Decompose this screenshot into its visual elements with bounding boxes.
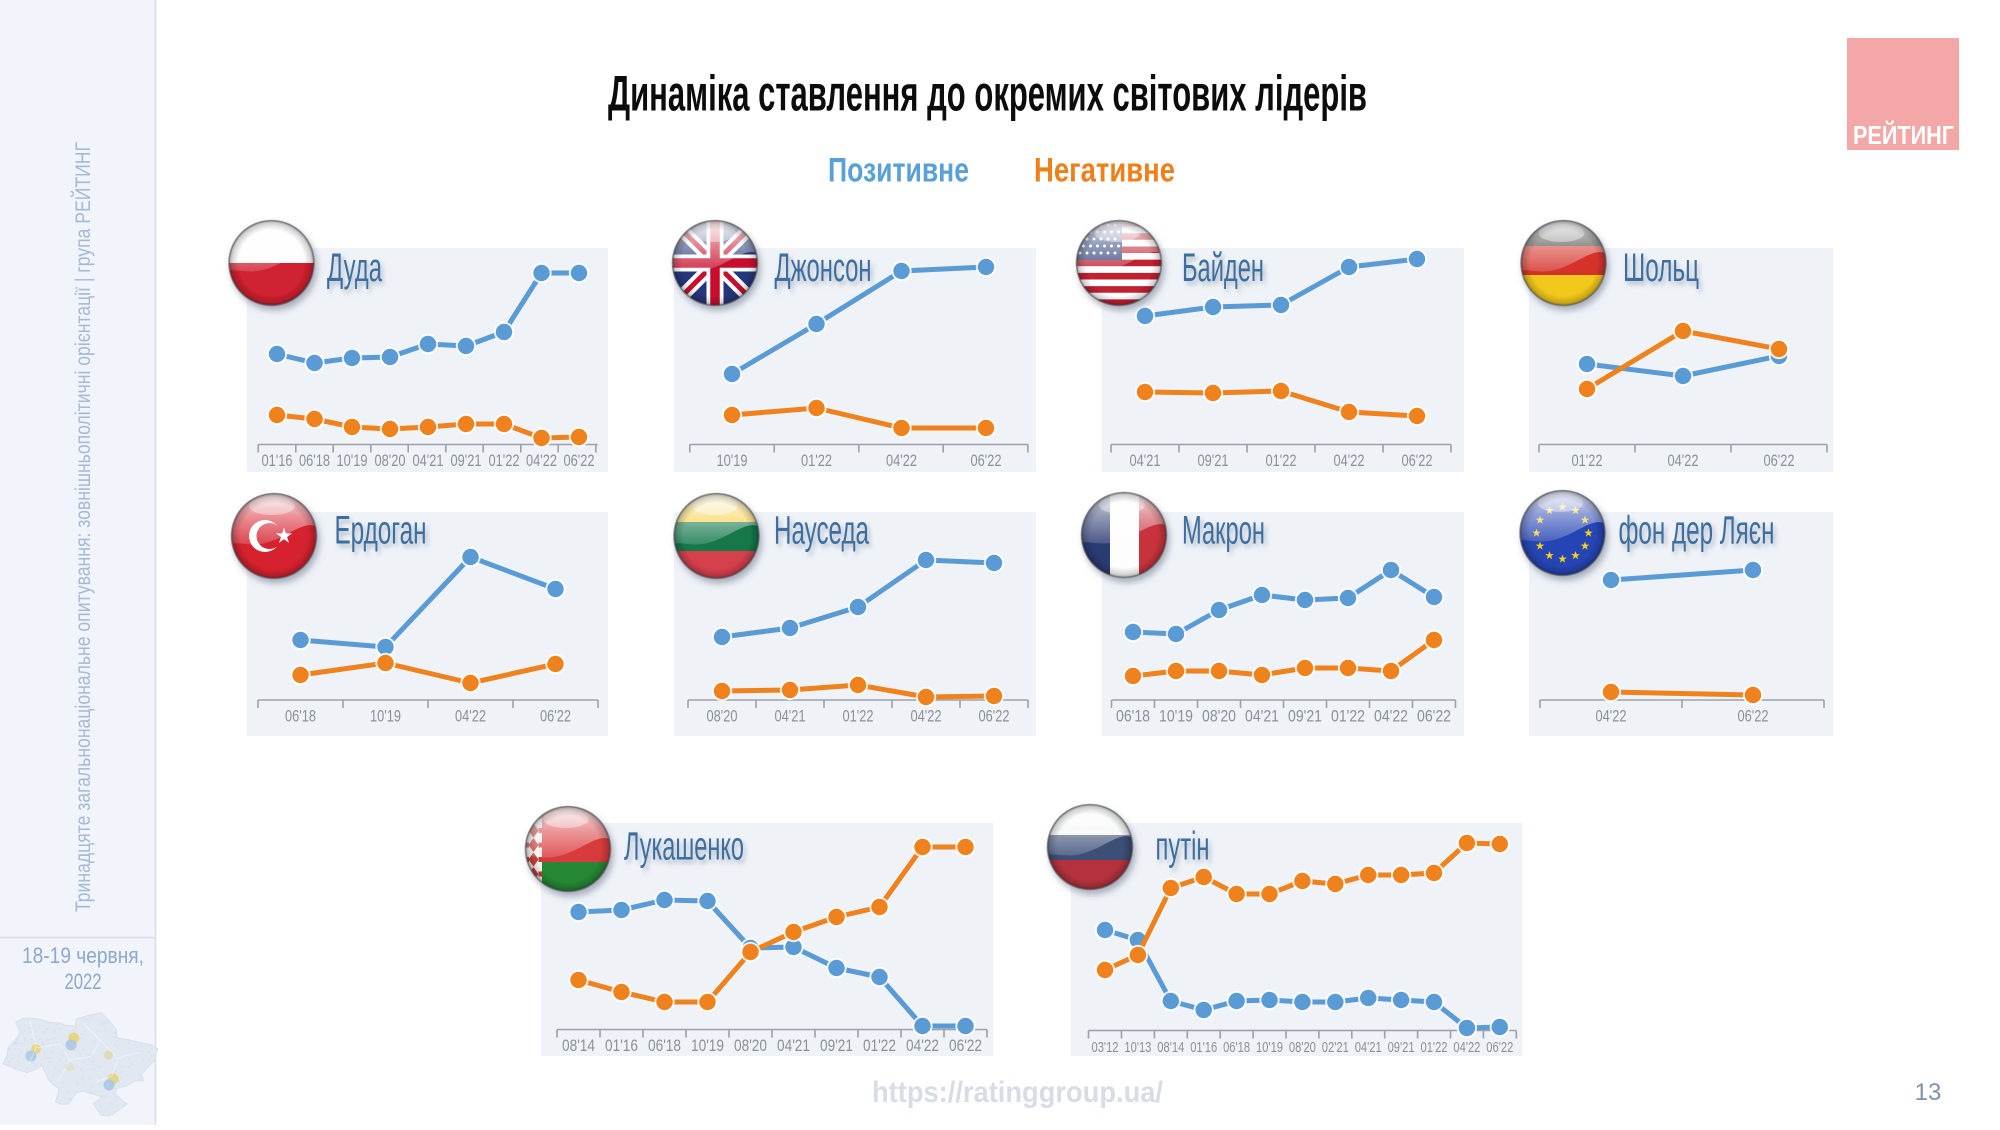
svg-text:08'14: 08'14 — [1157, 1040, 1184, 1056]
svg-text:06'18: 06'18 — [285, 707, 316, 726]
svg-text:Шольц: Шольц — [1623, 246, 1699, 290]
svg-text:01'22: 01'22 — [801, 451, 832, 470]
svg-text:10'19: 10'19 — [691, 1036, 724, 1055]
svg-text:10'19: 10'19 — [1256, 1040, 1283, 1056]
svg-text:04'21: 04'21 — [413, 451, 444, 470]
svg-text:04'21: 04'21 — [775, 707, 806, 726]
svg-text:18-19 червня,: 18-19 червня, — [22, 943, 144, 968]
svg-text:08'14: 08'14 — [562, 1036, 595, 1055]
svg-text:фон дер Ляєн: фон дер Ляєн — [1619, 509, 1775, 553]
svg-text:06'22: 06'22 — [971, 451, 1002, 470]
svg-text:04'22: 04'22 — [1453, 1040, 1480, 1056]
svg-text:06'22: 06'22 — [540, 707, 571, 726]
svg-text:08'20: 08'20 — [734, 1036, 767, 1055]
svg-text:Тринадцяте загальнонаціональне: Тринадцяте загальнонаціональне опитуванн… — [71, 142, 95, 912]
svg-text:06'18: 06'18 — [299, 451, 330, 470]
svg-text:Негативне: Негативне — [1034, 152, 1175, 190]
svg-text:01'22: 01'22 — [1266, 451, 1297, 470]
svg-text:06'22: 06'22 — [1764, 451, 1795, 470]
svg-text:03'12: 03'12 — [1092, 1040, 1119, 1056]
svg-text:06'18: 06'18 — [1116, 707, 1150, 726]
svg-text:04'21: 04'21 — [777, 1036, 810, 1055]
svg-text:04'22: 04'22 — [1374, 707, 1408, 726]
svg-text:Лукашенко: Лукашенко — [624, 825, 744, 869]
svg-text:Ердоган: Ердоган — [335, 509, 427, 553]
svg-text:06'22: 06'22 — [564, 451, 595, 470]
svg-text:09'21: 09'21 — [1288, 707, 1322, 726]
svg-text:08'20: 08'20 — [707, 707, 738, 726]
svg-text:08'20: 08'20 — [1289, 1040, 1316, 1056]
svg-text:10'19: 10'19 — [370, 707, 401, 726]
svg-text:08'20: 08'20 — [1202, 707, 1236, 726]
svg-text:https://ratinggroup.ua/: https://ratinggroup.ua/ — [872, 1076, 1164, 1109]
svg-text:01'16: 01'16 — [262, 451, 293, 470]
svg-text:06'22: 06'22 — [979, 707, 1010, 726]
svg-text:06'18: 06'18 — [648, 1036, 681, 1055]
svg-text:09'21: 09'21 — [1198, 451, 1229, 470]
svg-text:Позитивне: Позитивне — [828, 152, 969, 190]
svg-text:04'22: 04'22 — [1668, 451, 1699, 470]
svg-text:06'22: 06'22 — [1402, 451, 1433, 470]
svg-text:06'22: 06'22 — [1486, 1040, 1513, 1056]
svg-text:04'22: 04'22 — [911, 707, 942, 726]
svg-text:10'19: 10'19 — [1159, 707, 1193, 726]
svg-text:01'22: 01'22 — [863, 1036, 896, 1055]
svg-text:01'22: 01'22 — [1331, 707, 1365, 726]
svg-text:09'21: 09'21 — [1388, 1040, 1415, 1056]
svg-text:РЕЙТИНГ: РЕЙТИНГ — [1853, 120, 1954, 150]
svg-text:01'22: 01'22 — [1421, 1040, 1448, 1056]
svg-text:10'13: 10'13 — [1124, 1040, 1151, 1056]
svg-text:04'21: 04'21 — [1245, 707, 1279, 726]
svg-text:10'19: 10'19 — [717, 451, 748, 470]
svg-text:04'21: 04'21 — [1355, 1040, 1382, 1056]
svg-text:09'21: 09'21 — [451, 451, 482, 470]
svg-text:04'22: 04'22 — [526, 451, 557, 470]
svg-text:04'22: 04'22 — [1596, 707, 1627, 726]
svg-text:Динаміка ставлення до окремих: Динаміка ставлення до окремих світових л… — [608, 66, 1367, 122]
svg-text:2022: 2022 — [65, 969, 102, 994]
svg-text:13: 13 — [1915, 1079, 1942, 1106]
svg-text:Науседа: Науседа — [774, 509, 869, 553]
svg-text:01'16: 01'16 — [605, 1036, 638, 1055]
svg-text:Макрон: Макрон — [1182, 509, 1265, 553]
svg-text:02'21: 02'21 — [1322, 1040, 1349, 1056]
svg-text:06'22: 06'22 — [1417, 707, 1451, 726]
svg-text:04'22: 04'22 — [906, 1036, 939, 1055]
svg-text:06'22: 06'22 — [1738, 707, 1769, 726]
svg-text:Джонсон: Джонсон — [775, 246, 872, 290]
svg-text:01'22: 01'22 — [489, 451, 520, 470]
svg-text:06'18: 06'18 — [1223, 1040, 1250, 1056]
svg-text:Дуда: Дуда — [327, 246, 382, 290]
svg-text:04'22: 04'22 — [886, 451, 917, 470]
svg-text:06'22: 06'22 — [949, 1036, 982, 1055]
svg-text:04'22: 04'22 — [455, 707, 486, 726]
svg-text:01'16: 01'16 — [1190, 1040, 1217, 1056]
svg-text:04'21: 04'21 — [1130, 451, 1161, 470]
svg-text:01'22: 01'22 — [1572, 451, 1603, 470]
svg-text:10'19: 10'19 — [337, 451, 368, 470]
svg-text:01'22: 01'22 — [843, 707, 874, 726]
svg-text:09'21: 09'21 — [820, 1036, 853, 1055]
svg-text:08'20: 08'20 — [375, 451, 406, 470]
svg-text:путін: путін — [1156, 825, 1210, 869]
svg-text:04'22: 04'22 — [1334, 451, 1365, 470]
svg-text:Байден: Байден — [1182, 246, 1264, 290]
